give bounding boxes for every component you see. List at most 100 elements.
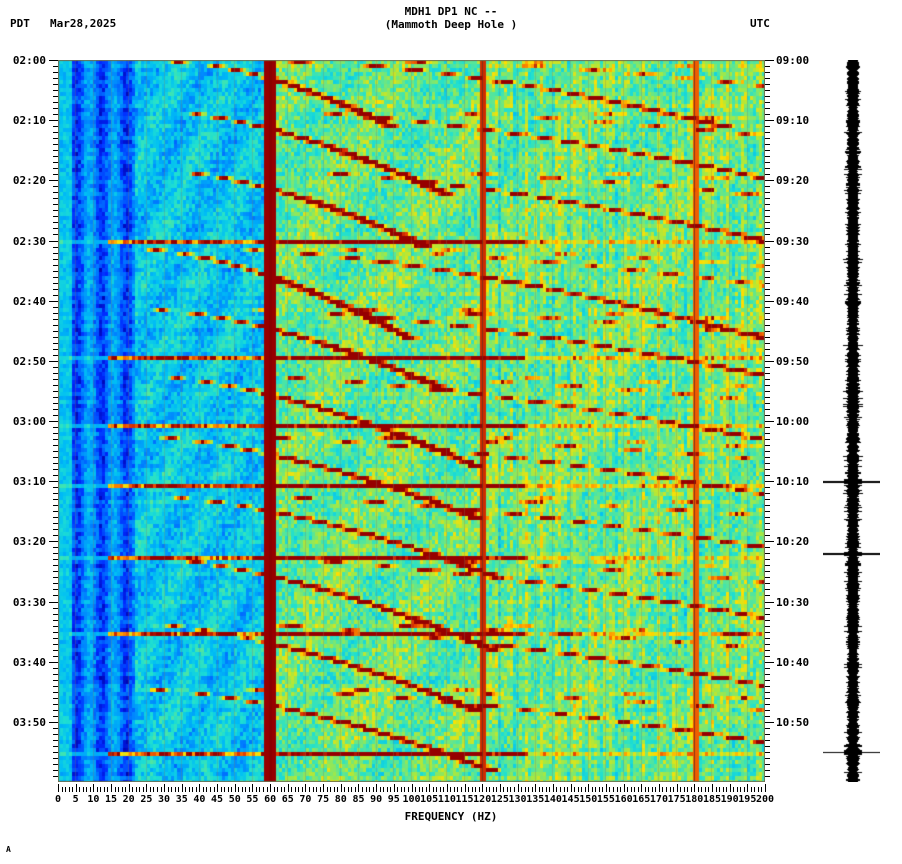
time-label-pdt: 03:50 bbox=[12, 715, 46, 729]
frequency-tick-minor bbox=[415, 787, 417, 792]
frequency-tick-minor bbox=[538, 787, 540, 792]
frequency-tick-major bbox=[358, 784, 360, 792]
frequency-tick-minor bbox=[369, 787, 371, 792]
frequency-tick-minor bbox=[545, 787, 547, 792]
time-tick-minor bbox=[765, 445, 770, 447]
time-tick-minor bbox=[53, 709, 58, 711]
frequency-tick-minor bbox=[475, 787, 477, 792]
frequency-tick-label: 130 bbox=[508, 794, 527, 805]
time-tick-minor bbox=[53, 529, 58, 531]
frequency-tick-minor bbox=[354, 787, 356, 792]
time-tick-minor bbox=[765, 186, 770, 188]
frequency-tick-major bbox=[641, 784, 643, 792]
frequency-tick-minor bbox=[719, 787, 721, 792]
time-tick-major bbox=[49, 601, 58, 603]
time-tick-minor bbox=[765, 553, 770, 555]
frequency-tick-major bbox=[93, 784, 95, 792]
frequency-tick-minor bbox=[372, 787, 374, 792]
frequency-tick-minor bbox=[708, 787, 710, 792]
time-tick-minor bbox=[53, 613, 58, 615]
time-label-utc: 10:40 bbox=[776, 655, 810, 669]
time-tick-minor bbox=[765, 312, 770, 314]
time-tick-minor bbox=[765, 457, 770, 459]
timezone-label-left: PDT bbox=[10, 17, 30, 30]
frequency-tick-minor bbox=[662, 787, 664, 792]
frequency-tick-label: 85 bbox=[352, 794, 365, 805]
time-tick-minor bbox=[53, 156, 58, 158]
time-tick-minor bbox=[53, 276, 58, 278]
time-tick-minor bbox=[53, 445, 58, 447]
time-tick-minor bbox=[53, 78, 58, 80]
time-tick-minor bbox=[53, 667, 58, 669]
spectrogram-plot[interactable] bbox=[58, 60, 765, 782]
time-label-pdt: 03:30 bbox=[12, 595, 46, 609]
time-tick-minor bbox=[765, 288, 770, 290]
time-label-pdt: 03:10 bbox=[12, 475, 46, 489]
time-tick-minor bbox=[765, 631, 770, 633]
frequency-tick-minor bbox=[418, 787, 420, 792]
time-tick-minor bbox=[53, 553, 58, 555]
frequency-tick-label: 140 bbox=[543, 794, 562, 805]
time-tick-minor bbox=[765, 306, 770, 308]
frequency-tick-minor bbox=[468, 787, 470, 792]
frequency-tick-major bbox=[128, 784, 130, 792]
time-tick-major bbox=[765, 721, 774, 723]
time-tick-minor bbox=[765, 132, 770, 134]
time-tick-minor bbox=[53, 637, 58, 639]
time-tick-minor bbox=[765, 354, 770, 356]
frequency-tick-minor bbox=[351, 787, 353, 792]
frequency-axis-label: FREQUENCY (HZ) bbox=[404, 810, 498, 823]
frequency-tick-minor bbox=[616, 787, 618, 792]
time-tick-minor bbox=[53, 643, 58, 645]
frequency-tick-minor bbox=[701, 787, 703, 792]
frequency-tick-minor bbox=[156, 787, 158, 792]
frequency-tick-minor bbox=[160, 787, 162, 792]
frequency-tick-minor bbox=[206, 787, 208, 792]
frequency-tick-label: 200 bbox=[755, 794, 775, 805]
frequency-tick-minor bbox=[255, 787, 257, 792]
time-tick-minor bbox=[765, 66, 770, 68]
time-tick-minor bbox=[765, 649, 770, 651]
frequency-tick-minor bbox=[761, 787, 763, 792]
frequency-tick-minor bbox=[241, 787, 243, 792]
time-tick-minor bbox=[765, 535, 770, 537]
frequency-tick-minor bbox=[683, 787, 685, 792]
frequency-tick-minor bbox=[627, 787, 629, 792]
time-tick-minor bbox=[53, 685, 58, 687]
time-tick-minor bbox=[53, 493, 58, 495]
frequency-tick-minor bbox=[630, 787, 632, 792]
frequency-tick-minor bbox=[687, 787, 689, 792]
frequency-tick-major bbox=[570, 784, 572, 792]
time-tick-minor bbox=[53, 589, 58, 591]
frequency-tick-minor bbox=[567, 787, 569, 792]
frequency-tick-minor bbox=[733, 787, 735, 792]
frequency-tick-minor bbox=[750, 787, 752, 792]
frequency-tick-label: 170 bbox=[649, 794, 668, 805]
time-tick-minor bbox=[765, 679, 770, 681]
time-tick-minor bbox=[53, 312, 58, 314]
frequency-tick-major bbox=[323, 784, 325, 792]
time-tick-major bbox=[49, 421, 58, 422]
frequency-tick-major bbox=[747, 784, 749, 792]
frequency-tick-minor bbox=[584, 787, 586, 792]
frequency-tick-label: 120 bbox=[473, 794, 492, 805]
time-tick-minor bbox=[53, 234, 58, 236]
frequency-tick-minor bbox=[443, 787, 445, 792]
frequency-tick-major bbox=[605, 784, 607, 792]
spectrogram-canvas bbox=[58, 60, 765, 782]
frequency-tick-label: 160 bbox=[614, 794, 633, 805]
time-tick-minor bbox=[53, 451, 58, 453]
time-tick-minor bbox=[53, 757, 58, 759]
frequency-tick-minor bbox=[192, 787, 194, 792]
frequency-tick-minor bbox=[559, 787, 561, 792]
time-tick-minor bbox=[53, 150, 58, 152]
time-tick-minor bbox=[765, 475, 770, 477]
frequency-tick-major bbox=[411, 784, 413, 792]
time-tick-minor bbox=[765, 733, 770, 735]
time-tick-minor bbox=[53, 192, 58, 194]
frequency-tick-minor bbox=[680, 787, 682, 792]
time-tick-minor bbox=[765, 655, 770, 657]
time-tick-minor bbox=[53, 583, 58, 585]
frequency-tick-label: 105 bbox=[420, 794, 439, 805]
time-label-pdt: 02:40 bbox=[12, 294, 46, 308]
